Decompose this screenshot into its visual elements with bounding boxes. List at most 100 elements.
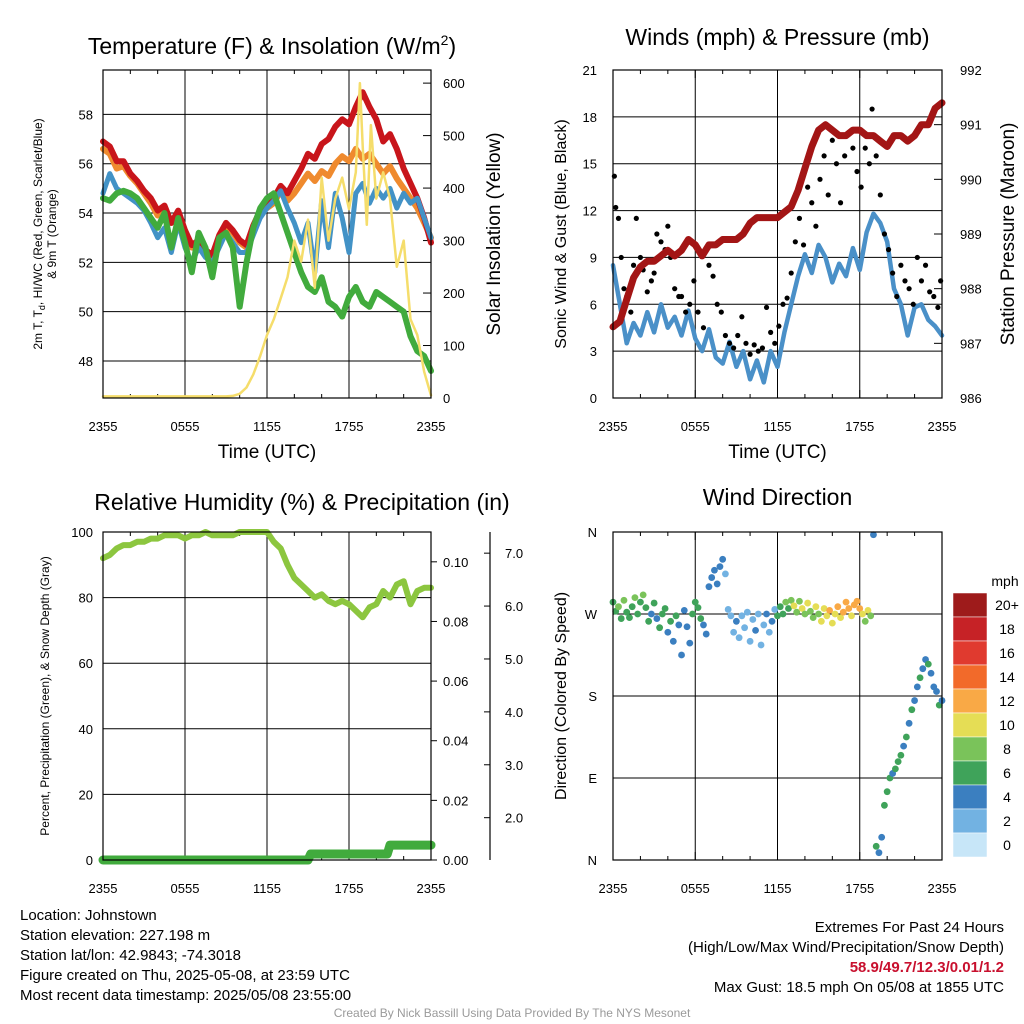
- gust-point: [829, 137, 835, 143]
- gust-point: [751, 342, 757, 348]
- gust-point: [630, 262, 637, 268]
- y2-tick-label: 992: [960, 63, 982, 78]
- direction-point: [645, 617, 653, 625]
- y-tick-label: 12: [583, 204, 597, 219]
- max-gust: Max Gust: 18.5 mph On 05/08 at 1855 UTC: [713, 979, 1004, 996]
- direction-point: [872, 842, 880, 850]
- direction-point: [683, 623, 691, 631]
- gust-point: [837, 200, 844, 206]
- extremes-title: Extremes For Past 24 Hours: [814, 919, 1004, 936]
- colorbar-label: 16: [999, 645, 1015, 661]
- colorbar-label: 18: [999, 621, 1015, 637]
- x-tick-label: 2355: [599, 419, 628, 434]
- direction-point: [828, 619, 836, 627]
- gust-point: [935, 304, 941, 311]
- gust-point: [658, 239, 664, 245]
- x-axis-label: Time (UTC): [218, 442, 317, 463]
- gust-point: [894, 293, 900, 300]
- gust-point: [648, 278, 654, 284]
- y-tick-label: 9: [590, 250, 597, 265]
- y2-tick-label: 991: [960, 118, 982, 133]
- gust-point: [825, 192, 831, 198]
- colorbar-swatch: [952, 808, 988, 834]
- direction-point: [842, 598, 850, 606]
- colorbar-label: 14: [999, 669, 1015, 685]
- gust-point: [615, 215, 622, 221]
- y2-tick-label: 986: [960, 391, 982, 406]
- x-tick-label: 1755: [335, 419, 364, 434]
- direction-point: [859, 610, 866, 618]
- direction-point: [779, 610, 787, 618]
- chart-title: Winds (mph) & Pressure (mb): [625, 24, 929, 50]
- gust-point: [651, 270, 657, 276]
- direction-point: [700, 621, 707, 629]
- direction-point: [757, 641, 765, 649]
- colorbar-swatch: [952, 592, 988, 618]
- y-tick-label: 21: [583, 63, 597, 78]
- y2-tick-label: 100: [443, 339, 465, 354]
- y3-tick-label: 7.0: [505, 546, 523, 561]
- colorbar-swatch: [952, 736, 988, 762]
- direction-point: [768, 617, 776, 625]
- gust-point: [691, 278, 697, 284]
- y-tick-label: 60: [79, 656, 93, 671]
- direction-point: [678, 651, 685, 659]
- gust-point: [654, 231, 660, 237]
- y-tick-label: 6: [590, 297, 597, 312]
- credit-line: Created By Nick Bassill Using Data Provi…: [333, 1006, 691, 1020]
- station-elevation: Station elevation: 227.198 m: [20, 927, 211, 944]
- direction-point: [809, 614, 817, 622]
- x-tick-label: 2355: [417, 419, 446, 434]
- direction-point: [730, 628, 738, 636]
- gust-point: [910, 301, 916, 307]
- gust-point: [866, 161, 872, 167]
- y-tick-label: 56: [79, 157, 93, 172]
- direction-point: [790, 602, 798, 610]
- extremes-values: 58.9/49.7/12.3/0.01/1.2: [849, 959, 1004, 976]
- direction-point: [845, 605, 853, 612]
- direction-point: [727, 612, 735, 620]
- figure-created: Figure created on Thu, 2025-05-08, at 23…: [20, 967, 350, 984]
- x-tick-label: 2355: [599, 881, 628, 896]
- y-axis-label: 2m T, Td, HI/WC (Red, Green, Scarlet/Blu…: [31, 118, 47, 349]
- gust-point: [722, 332, 729, 339]
- direction-point: [765, 628, 773, 636]
- y2-tick-label: 989: [960, 227, 982, 242]
- direction-point: [870, 531, 877, 539]
- y2-tick-label: 987: [960, 336, 982, 351]
- gust-point: [833, 161, 840, 167]
- direction-point: [667, 617, 674, 625]
- colorbar-swatch: [952, 616, 988, 642]
- direction-point: [722, 570, 729, 578]
- x-tick-label: 0555: [171, 419, 200, 434]
- direction-point: [908, 706, 916, 714]
- y2-tick-label: 0.08: [443, 614, 468, 629]
- wind-speed-line: [610, 211, 945, 385]
- direction-point: [732, 617, 740, 625]
- x-tick-label: 2355: [89, 419, 118, 434]
- gust-point: [862, 145, 868, 151]
- direction-point: [837, 614, 844, 622]
- direction-point: [708, 574, 716, 581]
- x-tick-label: 1755: [845, 419, 874, 434]
- gust-point: [628, 309, 634, 315]
- y3-tick-label: 6.0: [505, 599, 523, 614]
- direction-point: [705, 583, 713, 591]
- gust-point: [747, 351, 753, 357]
- direction-point: [634, 610, 642, 618]
- gust-point: [788, 270, 794, 276]
- temperature-series-4: [101, 81, 433, 398]
- gust-point: [890, 270, 896, 276]
- gust-point: [877, 192, 883, 198]
- gust-point: [739, 314, 745, 320]
- colorbar-swatch: [952, 712, 988, 738]
- x-tick-label: 0555: [681, 419, 710, 434]
- y2-tick-label: 500: [443, 129, 465, 144]
- direction-point: [782, 598, 790, 606]
- gust-point: [821, 153, 827, 159]
- x-tick-label: 1155: [764, 419, 792, 434]
- x-tick-label: 1155: [253, 881, 281, 896]
- direction-point: [680, 606, 688, 614]
- x-axis-label: Time (UTC): [728, 442, 827, 463]
- gust-point: [772, 340, 778, 346]
